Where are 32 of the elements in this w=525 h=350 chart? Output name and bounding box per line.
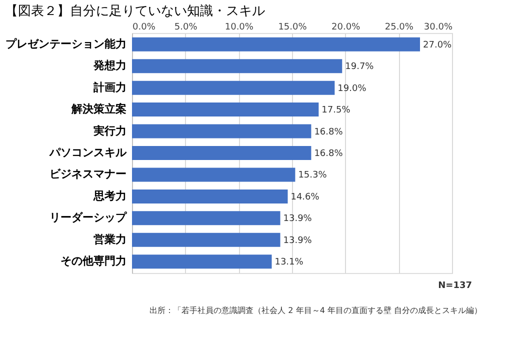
text: 出所：「若手社員の意識調査（社会人 2 年目～4 年目の直面する壁 自分の成長とスキル編）: [150, 306, 482, 315]
x-tick-label: 15.0%: [278, 22, 308, 32]
y-tick-label: 営業力: [94, 232, 126, 246]
y-tick-label: ビジネスマナー: [50, 168, 126, 181]
x-tick-label: 20.0%: [332, 22, 361, 32]
data-label: 17.5%: [322, 106, 351, 116]
text: N=137: [438, 281, 472, 291]
data-label: 16.8%: [314, 149, 344, 159]
x-tick-label: 0.0%: [132, 22, 156, 32]
data-label: 15.3%: [298, 170, 328, 181]
data-label: 19.0%: [338, 84, 367, 94]
data-label: 13.1%: [274, 258, 304, 268]
x-tick-label: 25.0%: [384, 22, 414, 32]
data-label: 13.9%: [283, 236, 312, 246]
y-tick-label: リーダーシップ: [50, 211, 128, 224]
data-label: 27.0%: [423, 40, 452, 50]
y-tick-label: 発想力: [92, 59, 126, 72]
data-label: 16.8%: [314, 127, 344, 138]
data-label: 19.7%: [345, 62, 374, 72]
y-tick-label: 計画力: [92, 80, 126, 94]
y-tick-label: プレゼンテーション能力: [6, 37, 126, 50]
y-tick-label: その他専門力: [60, 254, 126, 268]
y-tick-label: 実行力: [92, 124, 126, 138]
x-tick-label: 30.0%: [424, 22, 453, 32]
y-tick-label: 解決策立案: [70, 102, 126, 116]
x-tick-label: 5.0%: [174, 22, 198, 32]
y-tick-label: 思考力: [92, 189, 126, 202]
y-tick-label: パソコンスキル: [48, 146, 128, 159]
x-tick-label: 10.0%: [224, 22, 254, 32]
chart-title: 【図表２】自分に足りていない知識・スキル: [5, 4, 265, 19]
data-label: 14.6%: [290, 192, 320, 202]
data-label: 13.9%: [283, 214, 312, 224]
